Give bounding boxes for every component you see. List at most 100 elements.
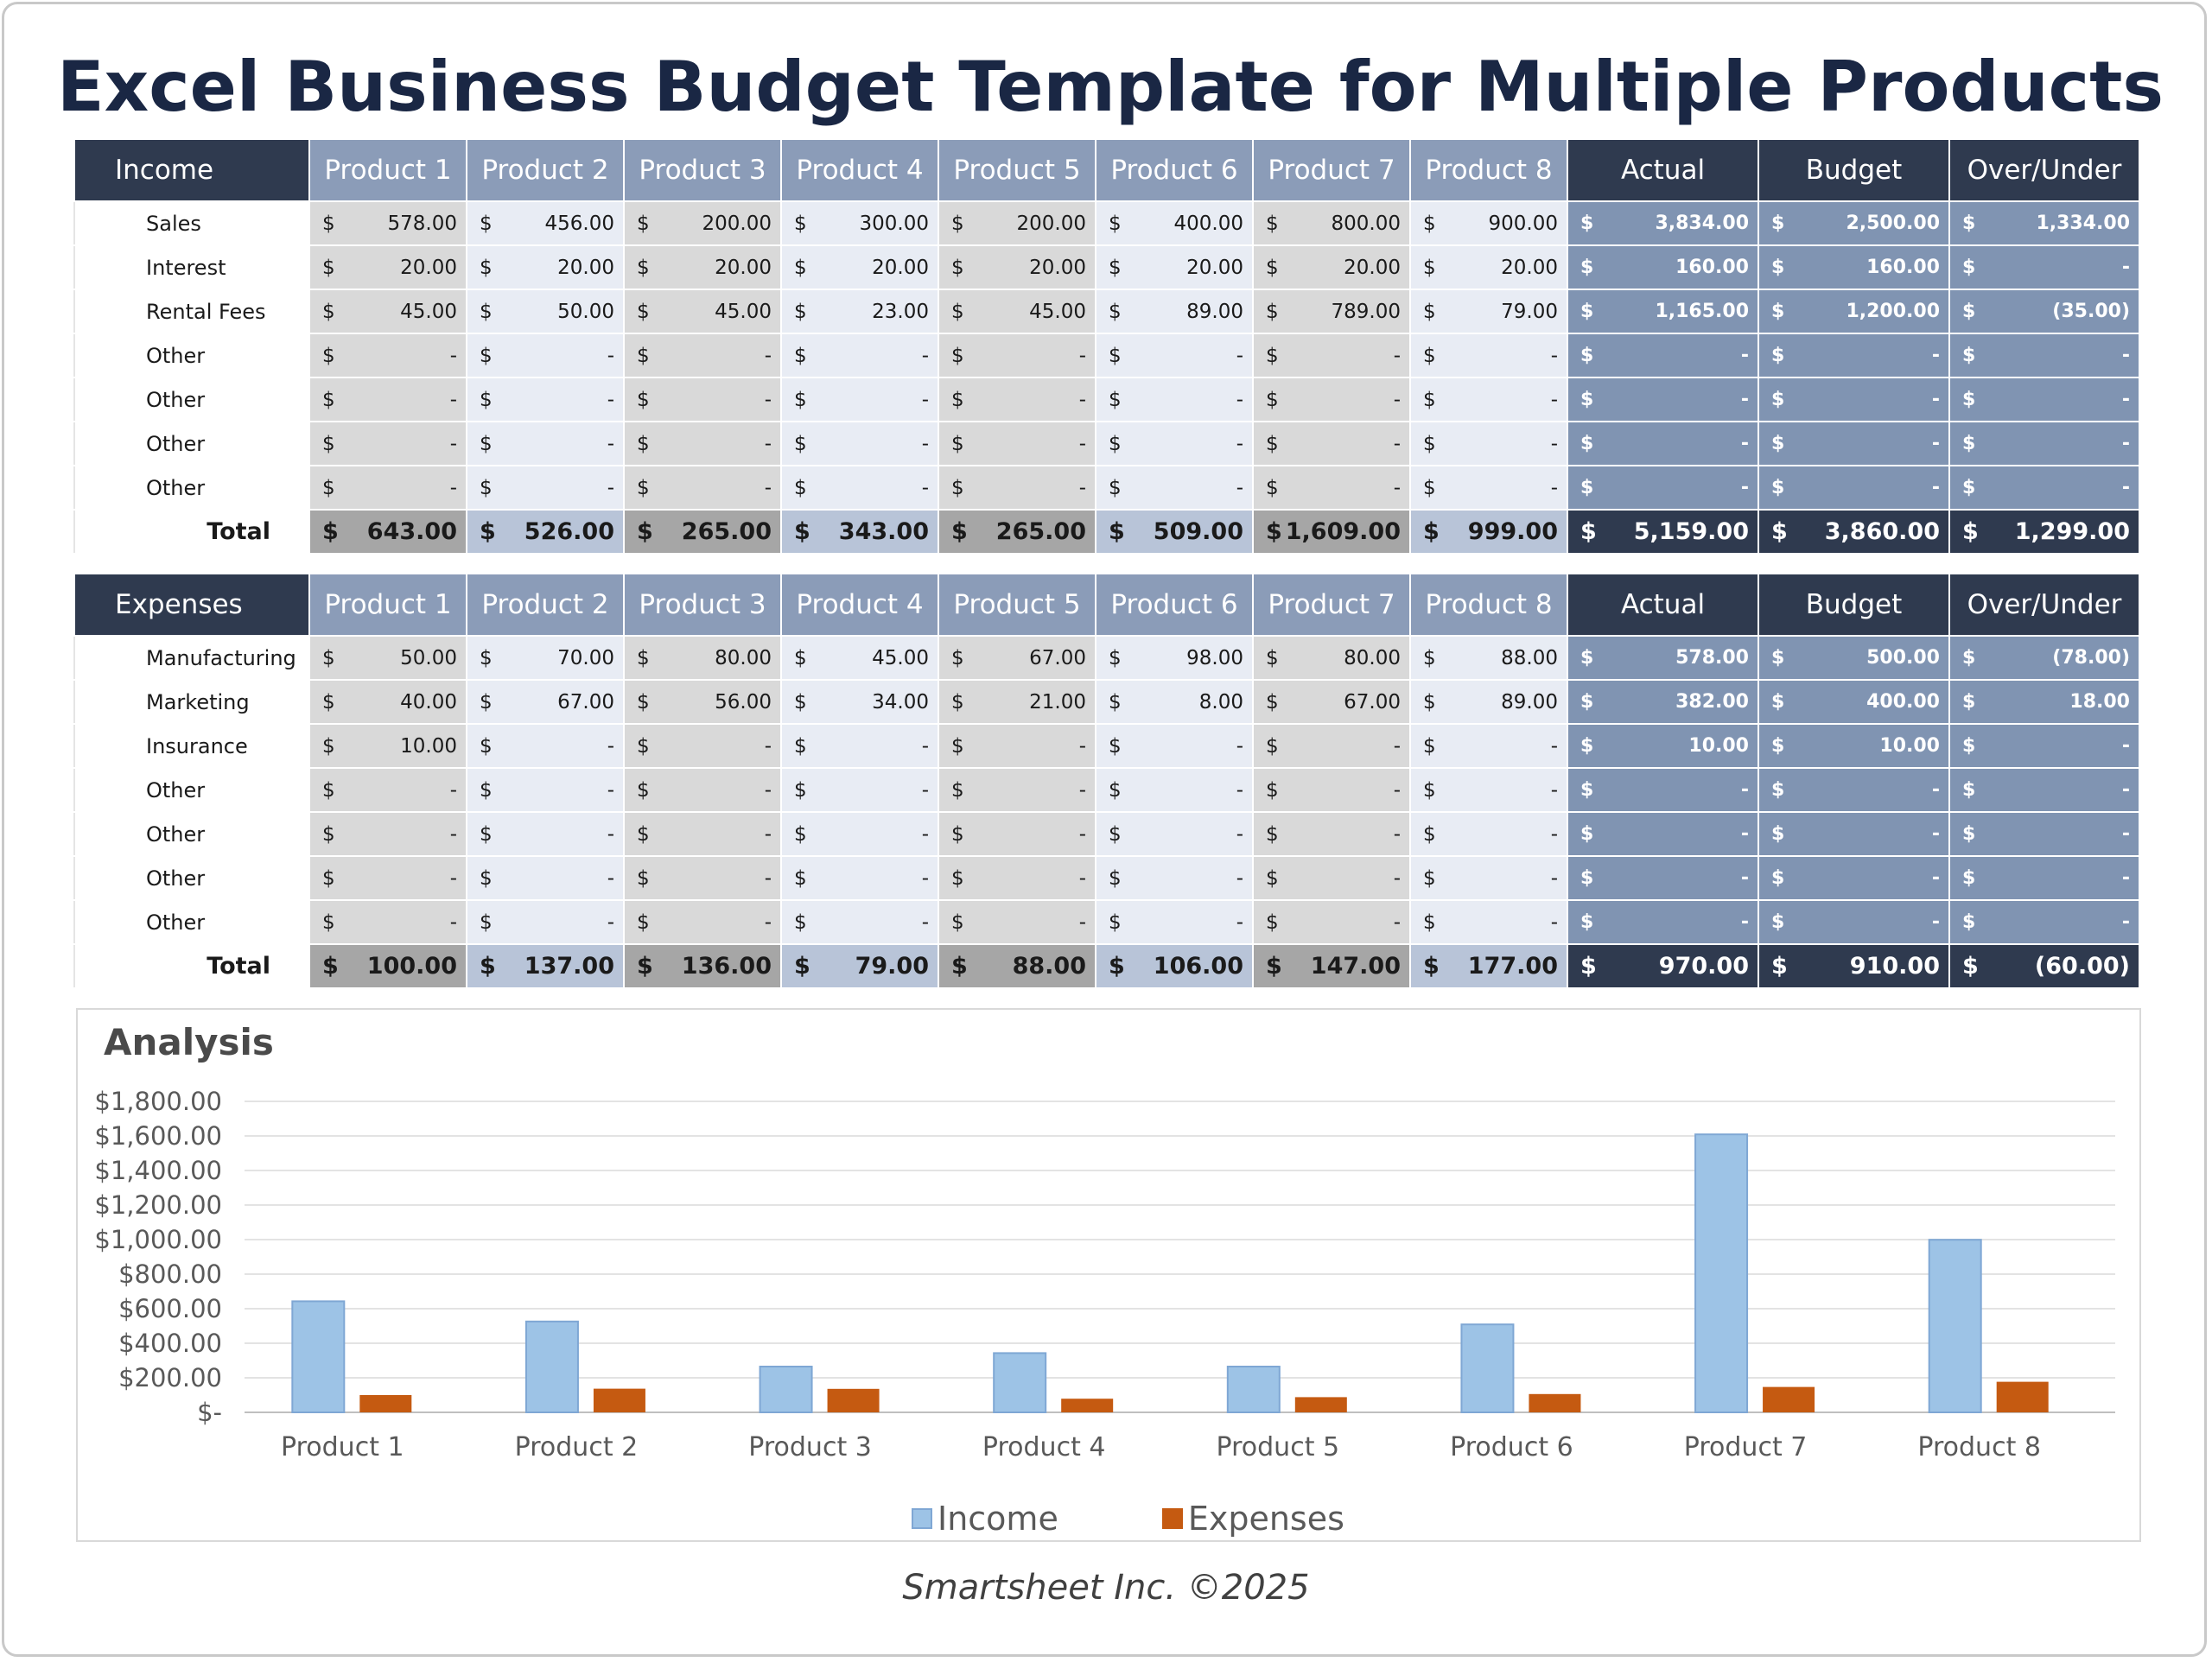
product-cell[interactable]: $ - — [938, 333, 1096, 378]
product-cell[interactable]: $ - — [308, 421, 467, 466]
product-cell[interactable]: $ - — [466, 421, 625, 466]
product-cell[interactable]: $ - — [1095, 377, 1254, 422]
product-cell[interactable]: $ - — [1409, 767, 1568, 813]
product-cell[interactable]: $ - — [466, 899, 625, 945]
product-cell[interactable]: $ - — [308, 811, 467, 857]
summary-total-cell[interactable]: $1,299.00 — [1948, 509, 2140, 555]
product-cell[interactable]: $45.00 — [308, 289, 467, 334]
product-cell[interactable]: $ - — [780, 767, 939, 813]
product-cell[interactable]: $789.00 — [1252, 289, 1411, 334]
product-cell[interactable]: $ - — [1252, 767, 1411, 813]
product-cell[interactable]: $ - — [1409, 465, 1568, 511]
total-cell[interactable]: $88.00 — [938, 943, 1096, 989]
product-cell[interactable]: $ - — [623, 767, 782, 813]
product-cell[interactable]: $800.00 — [1252, 200, 1411, 246]
product-cell[interactable]: $ - — [466, 767, 625, 813]
summary-cell[interactable]: $382.00 — [1567, 679, 1759, 725]
total-cell[interactable]: $147.00 — [1252, 943, 1411, 989]
product-cell[interactable]: $ - — [938, 723, 1096, 769]
summary-cell[interactable]: $ - — [1567, 333, 1759, 378]
product-cell[interactable]: $20.00 — [308, 244, 467, 290]
summary-cell[interactable]: $ (35.00) — [1948, 289, 2140, 334]
product-cell[interactable]: $400.00 — [1095, 200, 1254, 246]
summary-cell[interactable]: $ - — [1567, 465, 1759, 511]
product-cell[interactable]: $50.00 — [308, 635, 467, 681]
product-cell[interactable]: $45.00 — [623, 289, 782, 334]
summary-cell[interactable]: $ - — [1758, 377, 1950, 422]
product-cell[interactable]: $ - — [1095, 899, 1254, 945]
product-cell[interactable]: $10.00 — [308, 723, 467, 769]
summary-cell[interactable]: $3,834.00 — [1567, 200, 1759, 246]
product-cell[interactable]: $67.00 — [1252, 679, 1411, 725]
product-cell[interactable]: $56.00 — [623, 679, 782, 725]
summary-total-cell[interactable]: $ (60.00) — [1948, 943, 2140, 989]
product-cell[interactable]: $40.00 — [308, 679, 467, 725]
summary-cell[interactable]: $ - — [1758, 333, 1950, 378]
summary-cell[interactable]: $ - — [1758, 767, 1950, 813]
product-cell[interactable]: $ - — [938, 855, 1096, 901]
summary-cell[interactable]: $500.00 — [1758, 635, 1950, 681]
product-cell[interactable]: $ - — [308, 899, 467, 945]
product-cell[interactable]: $456.00 — [466, 200, 625, 246]
summary-total-cell[interactable]: $970.00 — [1567, 943, 1759, 989]
total-cell[interactable]: $526.00 — [466, 509, 625, 555]
product-cell[interactable]: $ - — [623, 377, 782, 422]
summary-cell[interactable]: $ - — [1567, 421, 1759, 466]
product-cell[interactable]: $ - — [938, 899, 1096, 945]
product-cell[interactable]: $ - — [1095, 333, 1254, 378]
summary-total-cell[interactable]: $5,159.00 — [1567, 509, 1759, 555]
product-cell[interactable]: $ - — [938, 811, 1096, 857]
product-cell[interactable]: $ - — [780, 333, 939, 378]
product-cell[interactable]: $20.00 — [780, 244, 939, 290]
summary-cell[interactable]: $1,165.00 — [1567, 289, 1759, 334]
product-cell[interactable]: $ - — [623, 811, 782, 857]
product-cell[interactable]: $ - — [466, 723, 625, 769]
product-cell[interactable]: $900.00 — [1409, 200, 1568, 246]
product-cell[interactable]: $ - — [780, 723, 939, 769]
summary-cell[interactable]: $18.00 — [1948, 679, 2140, 725]
summary-cell[interactable]: $ - — [1948, 723, 2140, 769]
product-cell[interactable]: $ - — [1409, 855, 1568, 901]
product-cell[interactable]: $79.00 — [1409, 289, 1568, 334]
summary-cell[interactable]: $400.00 — [1758, 679, 1950, 725]
product-cell[interactable]: $ - — [1252, 333, 1411, 378]
product-cell[interactable]: $45.00 — [938, 289, 1096, 334]
product-cell[interactable]: $578.00 — [308, 200, 467, 246]
summary-cell[interactable]: $ - — [1948, 244, 2140, 290]
product-cell[interactable]: $ - — [466, 377, 625, 422]
summary-cell[interactable]: $160.00 — [1567, 244, 1759, 290]
product-cell[interactable]: $ - — [466, 333, 625, 378]
product-cell[interactable]: $ - — [1252, 899, 1411, 945]
product-cell[interactable]: $ - — [623, 333, 782, 378]
summary-cell[interactable]: $ - — [1948, 421, 2140, 466]
summary-cell[interactable]: $ - — [1948, 465, 2140, 511]
product-cell[interactable]: $ - — [1409, 421, 1568, 466]
product-cell[interactable]: $ - — [623, 465, 782, 511]
product-cell[interactable]: $ - — [1252, 811, 1411, 857]
product-cell[interactable]: $70.00 — [466, 635, 625, 681]
product-cell[interactable]: $ - — [1095, 855, 1254, 901]
product-cell[interactable]: $ - — [1095, 811, 1254, 857]
total-cell[interactable]: $136.00 — [623, 943, 782, 989]
product-cell[interactable]: $20.00 — [1252, 244, 1411, 290]
product-cell[interactable]: $23.00 — [780, 289, 939, 334]
product-cell[interactable]: $300.00 — [780, 200, 939, 246]
product-cell[interactable]: $ - — [1252, 421, 1411, 466]
product-cell[interactable]: $ - — [1409, 377, 1568, 422]
product-cell[interactable]: $ - — [308, 465, 467, 511]
product-cell[interactable]: $67.00 — [466, 679, 625, 725]
product-cell[interactable]: $ - — [938, 377, 1096, 422]
summary-cell[interactable]: $ - — [1567, 767, 1759, 813]
product-cell[interactable]: $67.00 — [938, 635, 1096, 681]
product-cell[interactable]: $ - — [780, 465, 939, 511]
product-cell[interactable]: $ - — [938, 421, 1096, 466]
product-cell[interactable]: $ - — [1095, 767, 1254, 813]
summary-cell[interactable]: $ - — [1758, 421, 1950, 466]
product-cell[interactable]: $ - — [308, 767, 467, 813]
product-cell[interactable]: $ - — [466, 811, 625, 857]
product-cell[interactable]: $89.00 — [1409, 679, 1568, 725]
total-cell[interactable]: $137.00 — [466, 943, 625, 989]
product-cell[interactable]: $ - — [623, 421, 782, 466]
summary-cell[interactable]: $ - — [1567, 811, 1759, 857]
total-cell[interactable]: $643.00 — [308, 509, 467, 555]
